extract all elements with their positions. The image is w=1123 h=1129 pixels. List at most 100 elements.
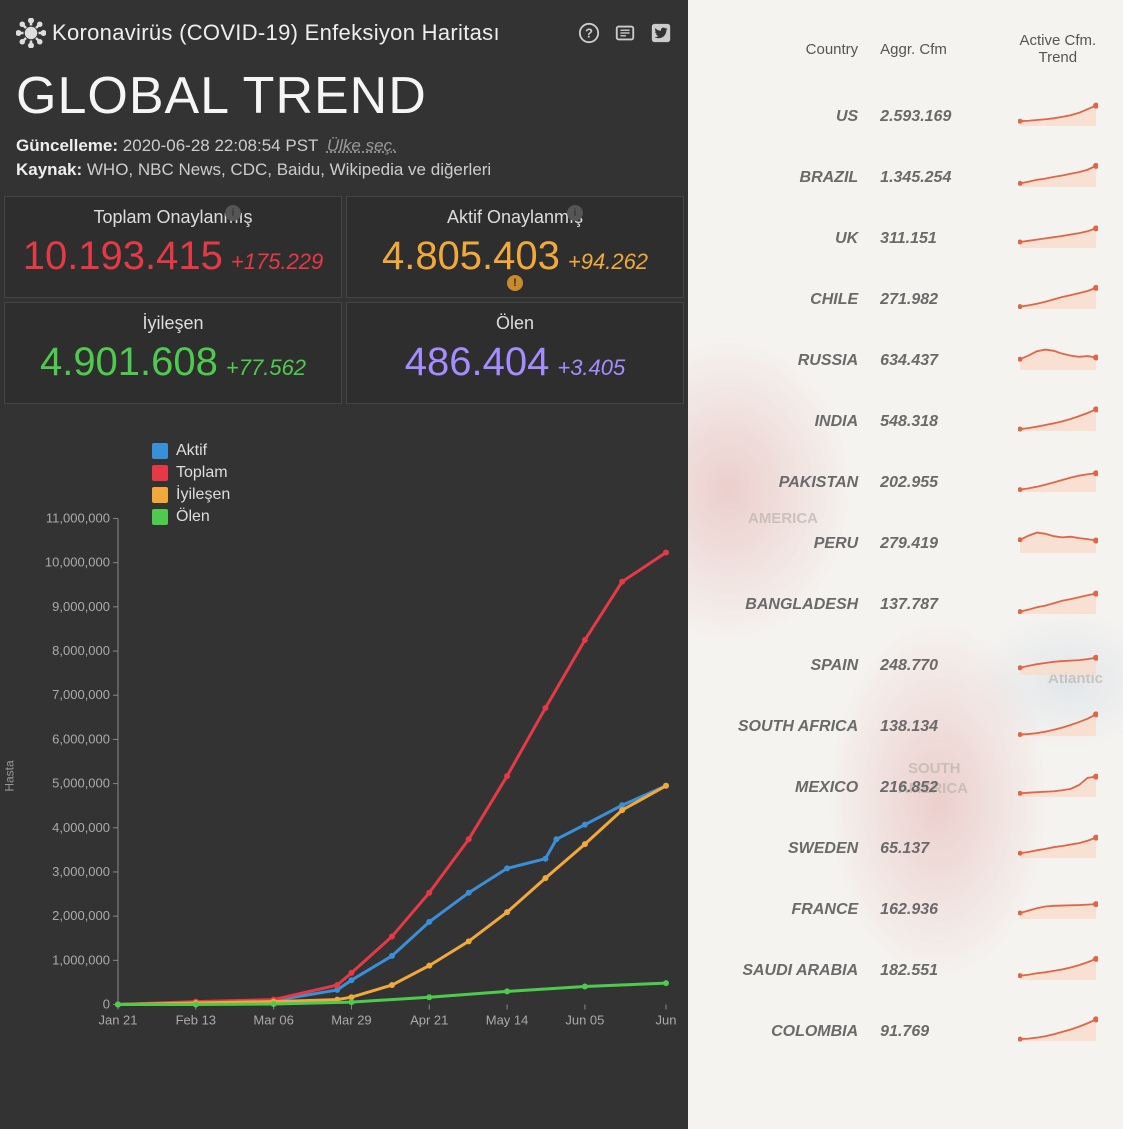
- chart-y-axis-label: Hasta: [3, 760, 17, 791]
- sparkline-cell: [1003, 513, 1113, 574]
- stat-title: Toplam Onaylanmış: [13, 207, 333, 228]
- stat-delta: +175.229: [231, 249, 323, 275]
- sparkline-cell: [1003, 208, 1113, 269]
- svg-text:7,000,000: 7,000,000: [52, 687, 110, 702]
- sparkline-icon: [1018, 832, 1098, 860]
- table-row[interactable]: UK311.151: [698, 208, 1113, 269]
- legend-swatch: [152, 465, 168, 481]
- country-name: CHILE: [698, 269, 876, 330]
- source-value: WHO, NBC News, CDC, Baidu, Wikipedia ve …: [87, 160, 491, 179]
- sparkline-cell: [1003, 574, 1113, 635]
- twitter-icon[interactable]: [650, 22, 672, 44]
- aggr-value: 311.151: [876, 208, 1002, 269]
- country-name: US: [698, 86, 876, 147]
- svg-text:5,000,000: 5,000,000: [52, 776, 110, 791]
- stat-value: 4.901.608: [40, 340, 218, 385]
- svg-text:Jun: Jun: [656, 1013, 677, 1028]
- svg-text:2,000,000: 2,000,000: [52, 908, 110, 923]
- app-title: Koronavirüs (COVID-19) Enfeksiyon Harita…: [52, 20, 500, 46]
- stat-card-deaths: Ölen 486.404 +3.405: [346, 302, 684, 404]
- table-row[interactable]: SPAIN248.770: [698, 635, 1113, 696]
- svg-text:8,000,000: 8,000,000: [52, 643, 110, 658]
- table-row[interactable]: PERU279.419: [698, 513, 1113, 574]
- sparkline-cell: [1003, 452, 1113, 513]
- sparkline-cell: [1003, 635, 1113, 696]
- svg-text:11,000,000: 11,000,000: [46, 511, 110, 526]
- update-value: 2020-06-28 22:08:54 PST: [123, 136, 318, 155]
- svg-text:Mar 06: Mar 06: [253, 1013, 293, 1028]
- sparkline-icon: [1018, 710, 1098, 738]
- stat-delta: +77.562: [226, 355, 306, 381]
- svg-text:0: 0: [103, 997, 110, 1012]
- sparkline-icon: [1018, 100, 1098, 128]
- sparkline-cell: [1003, 330, 1113, 391]
- sparkline-cell: [1003, 940, 1113, 1001]
- aggr-value: 91.769: [876, 1001, 1002, 1062]
- svg-text:Feb 13: Feb 13: [176, 1013, 216, 1028]
- sparkline-icon: [1018, 283, 1098, 311]
- table-row[interactable]: MEXICO216.852: [698, 757, 1113, 818]
- country-select-link[interactable]: Ülke seç.: [327, 136, 397, 155]
- table-row[interactable]: COLOMBIA91.769: [698, 1001, 1113, 1062]
- aggr-value: 216.852: [876, 757, 1002, 818]
- table-row[interactable]: SAUDI ARABIA182.551: [698, 940, 1113, 1001]
- aggr-value: 279.419: [876, 513, 1002, 574]
- virus-icon: [16, 18, 46, 48]
- country-name: BRAZIL: [698, 147, 876, 208]
- country-name: PAKISTAN: [698, 452, 876, 513]
- legend-item[interactable]: Aktif: [152, 442, 230, 460]
- table-header[interactable]: Country: [698, 26, 876, 86]
- table-row[interactable]: RUSSIA634.437: [698, 330, 1113, 391]
- sparkline-icon: [1018, 527, 1098, 555]
- news-icon[interactable]: [614, 22, 636, 44]
- sparkline-icon: [1018, 588, 1098, 616]
- table-row[interactable]: SWEDEN65.137: [698, 818, 1113, 879]
- country-name: SPAIN: [698, 635, 876, 696]
- alert-icon[interactable]: !: [507, 275, 523, 291]
- country-name: SAUDI ARABIA: [698, 940, 876, 1001]
- sparkline-icon: [1018, 466, 1098, 494]
- info-icon[interactable]: i: [567, 205, 583, 221]
- source-label: Kaynak:: [16, 160, 82, 179]
- help-icon[interactable]: ?: [578, 22, 600, 44]
- svg-text:4,000,000: 4,000,000: [52, 820, 110, 835]
- svg-text:1,000,000: 1,000,000: [52, 952, 110, 967]
- svg-text:Mar 29: Mar 29: [331, 1013, 371, 1028]
- country-name: SOUTH AFRICA: [698, 696, 876, 757]
- country-name: MEXICO: [698, 757, 876, 818]
- table-row[interactable]: PAKISTAN202.955: [698, 452, 1113, 513]
- sparkline-icon: [1018, 649, 1098, 677]
- country-name: BANGLADESH: [698, 574, 876, 635]
- legend-label: İyileşen: [176, 486, 230, 504]
- table-row[interactable]: BRAZIL1.345.254: [698, 147, 1113, 208]
- stats-grid: i Toplam Onaylanmış 10.193.415 +175.229 …: [0, 182, 688, 408]
- table-row[interactable]: CHILE271.982: [698, 269, 1113, 330]
- info-icon[interactable]: i: [225, 205, 241, 221]
- table-row[interactable]: INDIA548.318: [698, 391, 1113, 452]
- table-row[interactable]: FRANCE162.936: [698, 879, 1113, 940]
- svg-text:3,000,000: 3,000,000: [52, 864, 110, 879]
- legend-swatch: [152, 487, 168, 503]
- aggr-value: 162.936: [876, 879, 1002, 940]
- legend-item[interactable]: Ölen: [152, 508, 230, 526]
- left-panel: Koronavirüs (COVID-19) Enfeksiyon Harita…: [0, 0, 688, 1129]
- stat-title: Ölen: [355, 313, 675, 334]
- table-header[interactable]: Aggr. Cfm: [876, 26, 1002, 86]
- table-row[interactable]: SOUTH AFRICA138.134: [698, 696, 1113, 757]
- legend-item[interactable]: Toplam: [152, 464, 230, 482]
- svg-text:?: ?: [585, 26, 593, 41]
- sparkline-icon: [1018, 344, 1098, 372]
- table-header[interactable]: Active Cfm. Trend: [1003, 26, 1113, 86]
- country-name: FRANCE: [698, 879, 876, 940]
- aggr-value: 634.437: [876, 330, 1002, 391]
- aggr-value: 202.955: [876, 452, 1002, 513]
- sparkline-cell: [1003, 391, 1113, 452]
- sparkline-icon: [1018, 161, 1098, 189]
- table-row[interactable]: BANGLADESH137.787: [698, 574, 1113, 635]
- country-name: PERU: [698, 513, 876, 574]
- table-row[interactable]: US2.593.169: [698, 86, 1113, 147]
- legend-item[interactable]: İyileşen: [152, 486, 230, 504]
- sparkline-icon: [1018, 893, 1098, 921]
- stat-delta: +3.405: [557, 355, 625, 381]
- sparkline-cell: [1003, 147, 1113, 208]
